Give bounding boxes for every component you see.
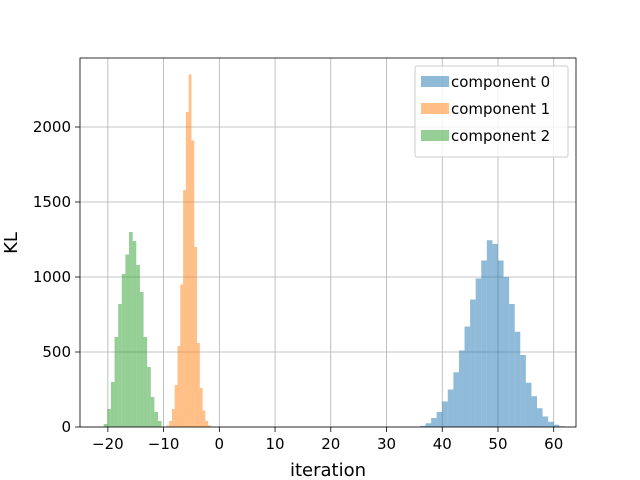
legend-swatch [421,76,449,87]
x-tick-label: 50 [488,435,507,453]
histogram-bar-component-0 [453,372,459,427]
histogram-bar-component-0 [553,424,560,427]
histogram-bars [103,74,565,427]
histogram-bar-component-1 [202,410,206,427]
histogram-bar-component-2 [114,337,119,427]
x-tick-label: 40 [433,435,452,453]
histogram-bar-component-2 [132,241,137,427]
histogram-bar-component-0 [470,299,476,427]
legend-label: component 1 [451,100,550,118]
x-tick-label: 20 [321,435,340,453]
histogram-bar-component-1 [199,388,203,427]
histogram-bar-component-2 [139,292,144,427]
x-tick-label: −10 [148,435,180,453]
histogram-bar-component-0 [447,389,454,427]
histogram-bar-component-0 [531,396,537,427]
histogram-bar-component-2 [150,397,155,427]
histogram-bar-component-2 [107,409,111,427]
histogram-bar-component-1 [208,425,211,427]
histogram-bar-component-1 [180,284,184,427]
histogram-bar-component-2 [103,424,108,427]
histogram-bar-component-0 [520,355,526,427]
y-tick-label: 2000 [33,118,71,136]
legend-label: component 2 [451,127,550,145]
histogram-bar-component-2 [147,367,151,427]
histogram-bar-component-1 [185,112,189,427]
legend-box [414,65,569,158]
histogram-bar-component-0 [475,278,482,427]
histogram-bar-component-2 [125,254,130,427]
histogram-bar-component-1 [197,343,200,427]
histogram-bar-component-2 [154,412,159,427]
histogram-bar-component-0 [548,421,554,427]
histogram-bar-component-0 [464,326,471,427]
legend: component 0 component 1 component 2 [414,65,569,158]
x-tick-label: 10 [266,435,285,453]
histogram-bar-component-1 [205,421,209,427]
histogram-bar-component-2 [110,382,115,427]
x-tick-label: 0 [215,435,225,453]
histogram-bar-component-1 [174,385,178,427]
plot-frame [79,57,577,428]
histogram-bar-component-2 [136,265,140,427]
y-tick-label: 500 [42,343,71,361]
histogram-bar-component-2 [121,274,126,427]
histogram-bar-component-1 [169,421,172,427]
legend-swatch [421,130,449,141]
histogram-bar-component-2 [129,232,133,427]
histogram-bar-component-1 [188,74,192,427]
histogram-bar-component-0 [503,277,510,427]
histogram-bar-component-0 [536,408,543,427]
y-tick-label: 1000 [33,268,71,286]
histogram-bar-component-0 [542,416,549,427]
histogram-bar-component-0 [492,244,498,427]
histogram-bar-component-1 [177,346,181,427]
x-tick-label: 30 [377,435,396,453]
histogram-bar-component-0 [419,425,426,427]
histogram-bar-component-0 [425,423,432,427]
x-tick-label: −20 [92,435,124,453]
histogram-bar-component-1 [171,409,175,427]
y-tick-label: 0 [61,418,71,436]
legend-swatch [421,103,449,114]
axis-ticks: −20 −10 0 10 20 30 40 50 60 0 500 1000 1500 2000 [33,118,563,453]
histogram-bar-component-1 [191,140,195,427]
histogram-bar-component-0 [436,412,443,427]
x-tick-label: 60 [544,435,563,453]
histogram-bar-component-2 [158,421,162,427]
histogram-bar-component-0 [509,304,515,427]
histogram-bar-component-2 [143,337,148,427]
x-axis-label: iteration [290,460,366,480]
histogram-bar-component-0 [442,401,448,427]
histogram-bar-component-0 [486,240,493,427]
histogram-bar-component-2 [118,304,122,427]
histogram-bar-component-0 [497,260,504,427]
histogram-bar-component-1 [166,425,170,427]
histogram-bar-component-1 [194,247,198,427]
y-tick-label: 1500 [33,193,71,211]
histogram-bar-component-1 [183,190,186,427]
histogram-bar-component-0 [431,418,437,427]
histogram-bar-component-0 [525,382,532,427]
legend-label: component 0 [451,73,550,91]
y-axis-label: KL [1,232,22,254]
histogram-bar-component-0 [481,260,487,427]
histogram-bar-component-0 [458,350,465,427]
histogram-bar-component-0 [514,331,521,427]
